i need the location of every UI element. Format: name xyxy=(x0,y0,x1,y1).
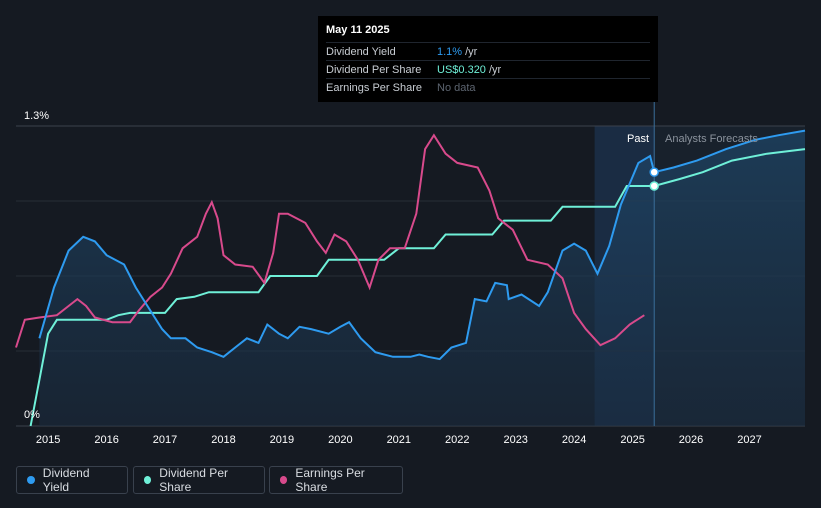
dividend-yield-line xyxy=(38,129,806,361)
tooltip-unit: /yr xyxy=(488,63,502,76)
x-tick-label: 2023 xyxy=(503,434,527,446)
y-tick-label-bottom: 0% xyxy=(24,409,40,421)
legend-earnings-per-share[interactable]: Earnings Per Share xyxy=(269,466,403,494)
dividend-yield-marker xyxy=(649,167,659,177)
legend-dividend-yield[interactable]: Dividend Yield xyxy=(16,466,128,494)
hover-tooltip: May 11 2025 Dividend Yield 1.1% /yr Divi… xyxy=(318,16,658,102)
tooltip-row-dividend-yield: Dividend Yield 1.1% /yr xyxy=(326,42,650,60)
x-tick-label: 2021 xyxy=(387,434,411,446)
legend-label: Dividend Per Share xyxy=(159,466,228,494)
dividend-per-share-marker xyxy=(649,181,659,191)
tooltip-label: Dividend Yield xyxy=(326,45,396,58)
earnings-per-share-line xyxy=(15,133,645,348)
x-tick-label: 2017 xyxy=(153,434,177,446)
tooltip-label: Earnings Per Share xyxy=(326,81,422,94)
x-tick-label: 2024 xyxy=(562,434,586,446)
tooltip-label: Dividend Per Share xyxy=(326,63,422,76)
earnings-per-share-dot-icon xyxy=(280,476,288,484)
past-label: Past xyxy=(627,133,649,145)
x-tick-label: 2016 xyxy=(94,434,118,446)
dividend-yield-dot-icon xyxy=(27,476,35,484)
x-tick-label: 2019 xyxy=(270,434,294,446)
dividend-per-share-dot-icon xyxy=(144,476,152,484)
tooltip-value: 1.1% xyxy=(437,45,463,58)
x-tick-label: 2022 xyxy=(445,434,469,446)
tooltip-row-earnings-per-share: Earnings Per Share No data xyxy=(326,78,650,96)
tooltip-row-dividend-per-share: Dividend Per Share US$0.320 /yr xyxy=(326,60,650,78)
legend-label: Earnings Per Share xyxy=(295,466,365,494)
x-axis-ticks: 2015 2016 2017 2018 2019 2020 2021 2022 2023 2024… xyxy=(36,434,762,446)
tooltip-date: May 11 2025 xyxy=(326,24,390,36)
x-tick-label: 2020 xyxy=(328,434,352,446)
analysts-forecasts-label: Analysts Forecasts xyxy=(665,133,758,145)
tooltip-value: US$0.320 xyxy=(437,63,486,76)
y-tick-label-top: 1.3% xyxy=(24,110,49,122)
hover-markers xyxy=(649,167,659,191)
legend-label: Dividend Yield xyxy=(42,466,90,494)
tooltip-value: No data xyxy=(437,81,476,94)
legend-dividend-per-share[interactable]: Dividend Per Share xyxy=(133,466,265,494)
x-tick-label: 2027 xyxy=(737,434,761,446)
x-tick-label: 2015 xyxy=(36,434,60,446)
x-tick-label: 2018 xyxy=(211,434,235,446)
tooltip-unit: /yr xyxy=(465,45,478,58)
x-tick-label: 2026 xyxy=(679,434,703,446)
x-tick-label: 2025 xyxy=(620,434,644,446)
